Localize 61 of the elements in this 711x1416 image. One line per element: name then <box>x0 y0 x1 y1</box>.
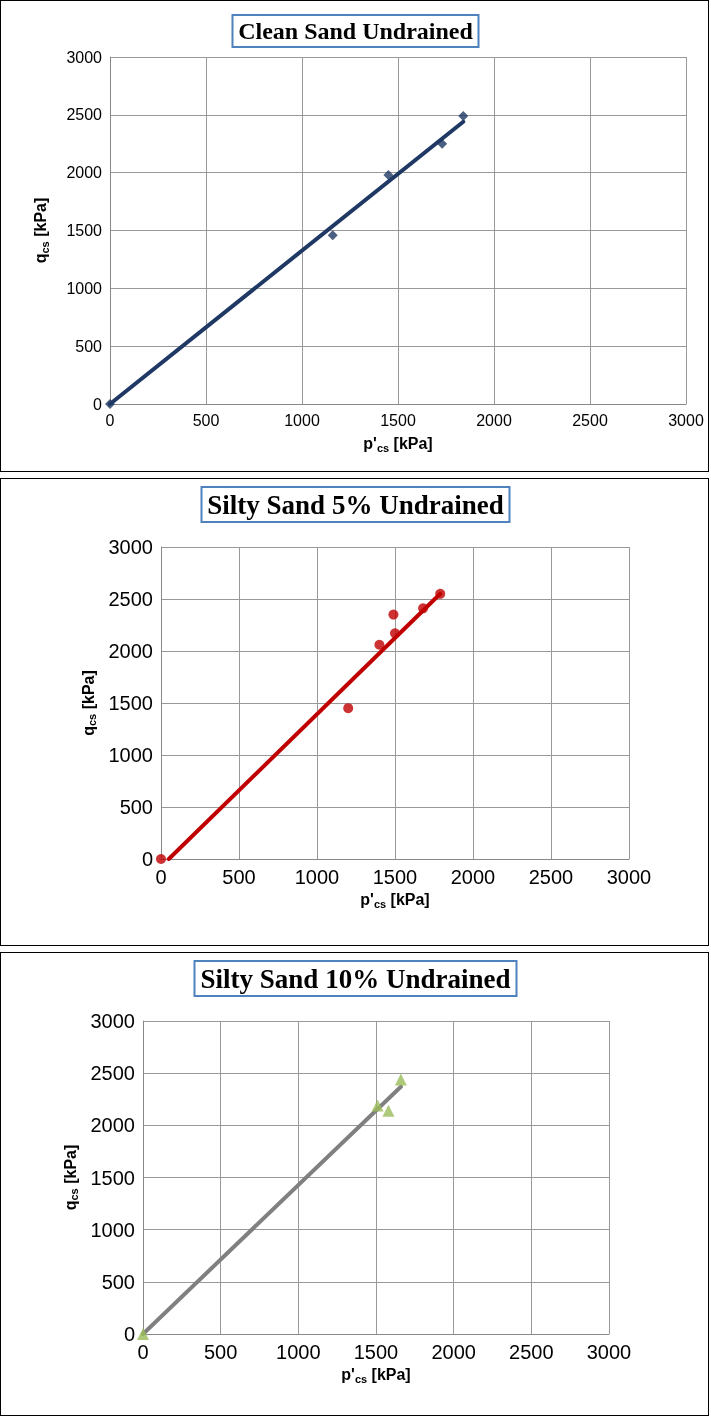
point <box>394 1073 407 1086</box>
y-tick-label: 1500 <box>108 692 153 714</box>
y-tick-label: 0 <box>123 1323 135 1345</box>
y-tick-label: 2000 <box>108 640 153 662</box>
y-tick-label: 1500 <box>90 1166 135 1189</box>
y-tick-label: 500 <box>101 1270 135 1293</box>
y-tick-label: 2500 <box>90 1062 135 1085</box>
point <box>374 639 385 650</box>
y-tick-label: 1500 <box>66 222 103 239</box>
y-tick-label: 500 <box>119 796 153 818</box>
point <box>418 603 429 614</box>
point <box>388 609 399 620</box>
point <box>105 399 115 409</box>
x-tick-label: 1500 <box>380 411 416 429</box>
y-tick-label: 3000 <box>108 536 153 558</box>
point <box>383 169 394 180</box>
y-tick-label: 1000 <box>108 744 153 766</box>
x-tick-label: 500 <box>222 866 256 888</box>
y-tick-label: 2000 <box>90 1114 135 1137</box>
point <box>458 110 469 121</box>
y-tick-label: 500 <box>75 337 103 355</box>
point <box>371 1099 384 1112</box>
y-tick-label: 2000 <box>66 164 103 182</box>
y-tick-label: 1000 <box>90 1218 135 1241</box>
point <box>343 703 354 714</box>
point <box>382 1104 395 1117</box>
x-tick-label: 1000 <box>276 1341 321 1363</box>
x-tick-label: 2000 <box>450 866 496 888</box>
x-tick-label: 2500 <box>528 866 574 888</box>
x-tick-label: 500 <box>203 1341 238 1363</box>
x-tick-label: 0 <box>155 866 167 888</box>
y-axis-title: qcs [kPa] <box>32 197 51 264</box>
x-tick-label: 3000 <box>606 866 652 888</box>
y-tick-label: 3000 <box>66 48 103 66</box>
chart-title: Silty Sand 5% Undrained <box>207 489 504 520</box>
x-tick-label: 2500 <box>572 411 608 429</box>
point <box>156 854 166 864</box>
point <box>435 588 446 599</box>
point <box>390 628 400 639</box>
y-axis-title: qcs [kPa] <box>61 1144 81 1211</box>
x-tick-label: 2000 <box>431 1341 476 1363</box>
x-tick-label: 2500 <box>509 1341 554 1363</box>
y-tick-label: 3000 <box>90 1010 135 1032</box>
point <box>327 230 338 241</box>
x-tick-label: 2000 <box>476 411 512 429</box>
y-tick-label: 2500 <box>66 106 103 124</box>
y-tick-label: 2500 <box>108 588 153 610</box>
x-tick-label: 1000 <box>284 411 320 429</box>
x-tick-label: 3000 <box>586 1341 632 1363</box>
y-tick-label: 1000 <box>66 279 103 297</box>
y-tick-label: 0 <box>141 848 153 870</box>
chart-title: Silty Sand 10% Undrained <box>200 963 511 994</box>
x-tick-label: 3000 <box>668 411 704 429</box>
x-tick-label: 1500 <box>353 1341 399 1363</box>
x-tick-label: 1500 <box>372 866 418 888</box>
y-axis-title: qcs [kPa] <box>79 670 99 736</box>
chart-title: Clean Sand Undrained <box>238 18 474 44</box>
x-tick-label: 500 <box>192 411 220 429</box>
x-tick-label: 1000 <box>294 866 340 888</box>
y-tick-label: 0 <box>93 395 103 413</box>
point <box>137 1328 149 1340</box>
